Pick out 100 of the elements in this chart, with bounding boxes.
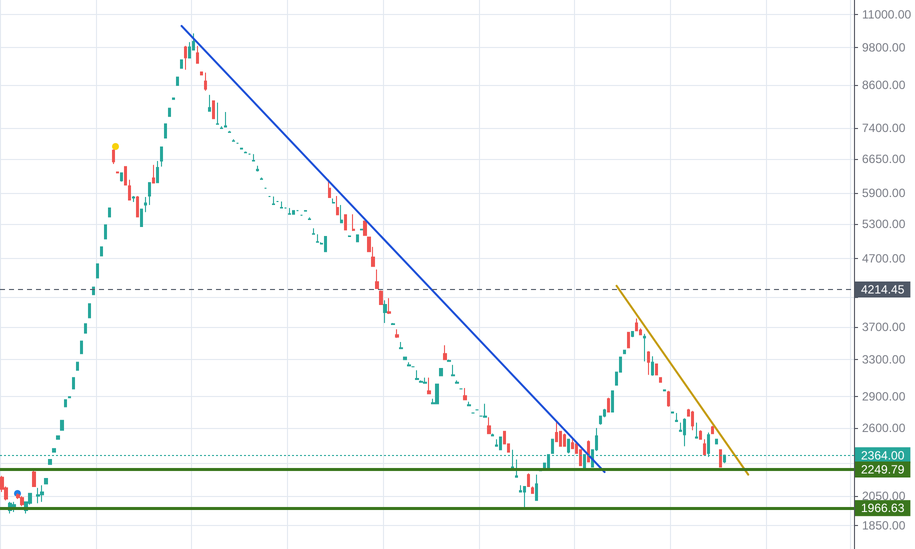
candlestick xyxy=(148,182,151,206)
candlestick xyxy=(280,200,283,209)
candlestick xyxy=(120,172,123,182)
candlestick xyxy=(332,198,335,204)
candlestick xyxy=(76,362,79,371)
y-tick-label: 6650.00 xyxy=(862,152,906,166)
candlestick xyxy=(80,340,83,354)
candlestick xyxy=(715,438,718,444)
candlestick xyxy=(208,94,211,112)
candlestick xyxy=(340,204,343,224)
candlestick xyxy=(683,418,686,447)
candlestick xyxy=(356,234,359,242)
candlestick xyxy=(352,214,355,232)
candlestick xyxy=(691,410,694,431)
candlestick xyxy=(391,322,395,326)
candlestick xyxy=(196,45,199,64)
candlestick xyxy=(64,399,67,408)
candlestick xyxy=(659,377,662,383)
candlestick xyxy=(228,130,231,133)
candlestick xyxy=(403,356,407,360)
y-tick-label: 1850.00 xyxy=(862,518,906,533)
y-tick-label: 3700.00 xyxy=(862,320,906,334)
y-tick-label: 9800.00 xyxy=(862,40,906,55)
candlestick xyxy=(20,496,24,507)
candlestick xyxy=(435,384,439,404)
candlestick xyxy=(108,208,111,218)
candlestick xyxy=(220,126,223,130)
candlestick xyxy=(312,228,315,235)
candlestick xyxy=(415,370,419,380)
candlestick xyxy=(699,430,702,440)
candlestick xyxy=(308,216,311,220)
candlestick xyxy=(443,344,447,360)
y-tick-label: 4700.00 xyxy=(862,251,906,266)
candlestick xyxy=(184,45,187,70)
candlestick xyxy=(324,236,327,252)
candlestick xyxy=(655,364,658,376)
candlestick xyxy=(631,331,634,338)
candlestick xyxy=(495,438,498,447)
candlestick xyxy=(56,435,60,440)
candlestick xyxy=(156,160,159,184)
candlestick xyxy=(363,220,367,236)
candlestick xyxy=(439,368,443,376)
candlestick xyxy=(216,102,219,125)
candlestick xyxy=(224,111,227,128)
candlestick xyxy=(152,164,155,184)
candlestick xyxy=(419,380,423,383)
candlestick xyxy=(491,433,494,436)
candlestick xyxy=(204,72,207,92)
candlestick xyxy=(487,416,491,434)
y-tick-label: 2600.00 xyxy=(862,421,906,436)
candlestick xyxy=(272,196,275,205)
y-tick-label: 2900.00 xyxy=(862,390,906,404)
candlestick xyxy=(124,166,127,186)
candlestick xyxy=(348,234,351,238)
candlestick xyxy=(719,449,722,468)
candlestick xyxy=(96,263,99,278)
candlestick xyxy=(176,76,179,86)
candlestick xyxy=(651,356,654,376)
y-tick-label: 5300.00 xyxy=(862,216,906,231)
candlestick xyxy=(112,148,115,164)
candlestick xyxy=(128,179,131,200)
candlestick xyxy=(36,487,40,504)
candlestick xyxy=(379,290,383,306)
candlestick xyxy=(288,208,291,215)
candlestick xyxy=(523,486,526,508)
candlestick xyxy=(52,448,56,453)
candlestick xyxy=(292,210,295,215)
candlestick xyxy=(531,486,534,494)
candlestick xyxy=(675,412,678,422)
candlestick xyxy=(607,397,610,412)
candlestick xyxy=(427,377,431,394)
candlestick xyxy=(455,380,459,384)
candlestick xyxy=(703,438,706,456)
candlestick xyxy=(527,472,530,488)
candlestick xyxy=(140,208,143,228)
candlestick xyxy=(467,401,471,406)
candlestick xyxy=(555,420,558,442)
candlestick xyxy=(168,108,171,117)
candlestick xyxy=(256,165,259,172)
y-tick-label: 11000.00 xyxy=(862,7,912,22)
y-tick-label: 2050.00 xyxy=(862,489,906,504)
candlestick xyxy=(180,59,183,69)
candlestick xyxy=(383,300,387,324)
candlestick xyxy=(200,71,203,76)
ref-line-label: 4214.45 xyxy=(861,282,905,297)
candlestick xyxy=(116,171,119,174)
candlestick xyxy=(563,433,566,447)
candlestick xyxy=(48,458,52,465)
candlestick xyxy=(483,403,487,418)
candlestick xyxy=(623,350,626,354)
candlestick xyxy=(88,303,91,318)
candlestick xyxy=(212,100,215,120)
candlestick xyxy=(395,328,399,338)
candlestick xyxy=(164,123,167,138)
candlestick xyxy=(499,436,502,450)
candlestick xyxy=(667,390,670,408)
candlestick xyxy=(40,484,44,502)
ref-line-label: 2249.79 xyxy=(861,462,905,477)
candlestick xyxy=(136,196,139,218)
candlestick xyxy=(535,474,538,501)
